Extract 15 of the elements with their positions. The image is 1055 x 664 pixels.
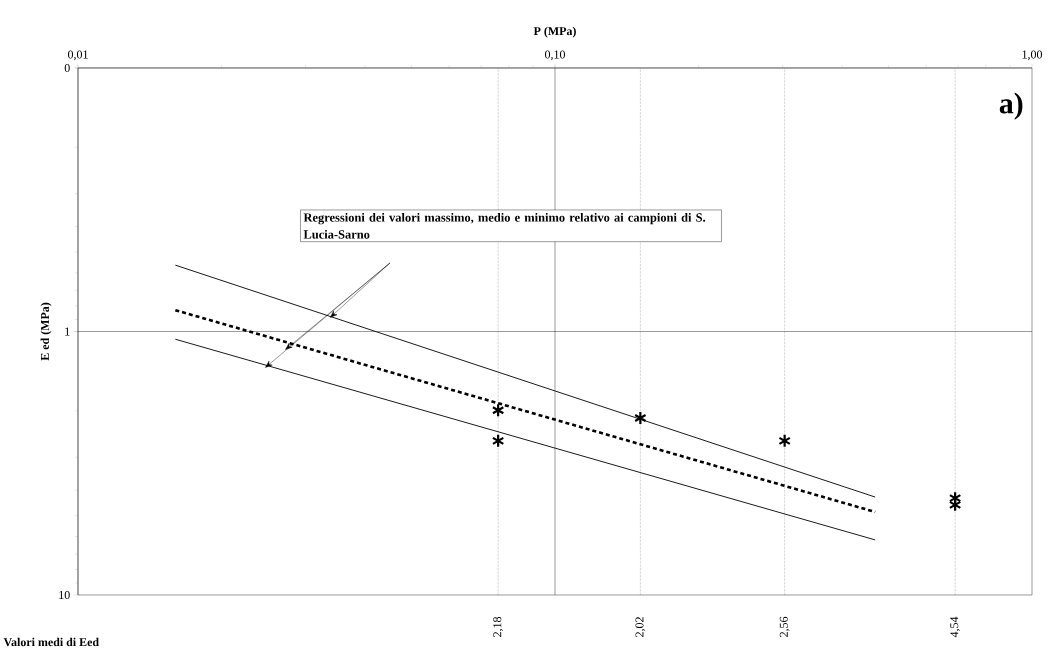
text: Valori medi di Eed [3,637,99,647]
x-axis-title: P (MPa) [533,26,576,38]
text: 2,56 [779,616,790,637]
y-axis-title: E ed (MPa) [40,302,52,361]
text: 2,18 [493,616,504,637]
x-tick-label: 0,01 [67,50,88,61]
text: 2,02 [635,617,646,637]
text: 4,54 [950,616,960,638]
x-tick-label: 1,00 [1022,50,1042,61]
annotation: Regressioni dei valori massimo, medio e minimo relativo ai campioni di S. Lucia-Sarno [303,212,706,239]
y-tick-label: 0 [64,63,70,73]
y-tick-label: 1 [65,327,70,336]
x-tick-label: 0,10 [544,50,565,61]
y-tick-label: 10 [59,590,70,600]
annotation: a) [999,92,1023,120]
